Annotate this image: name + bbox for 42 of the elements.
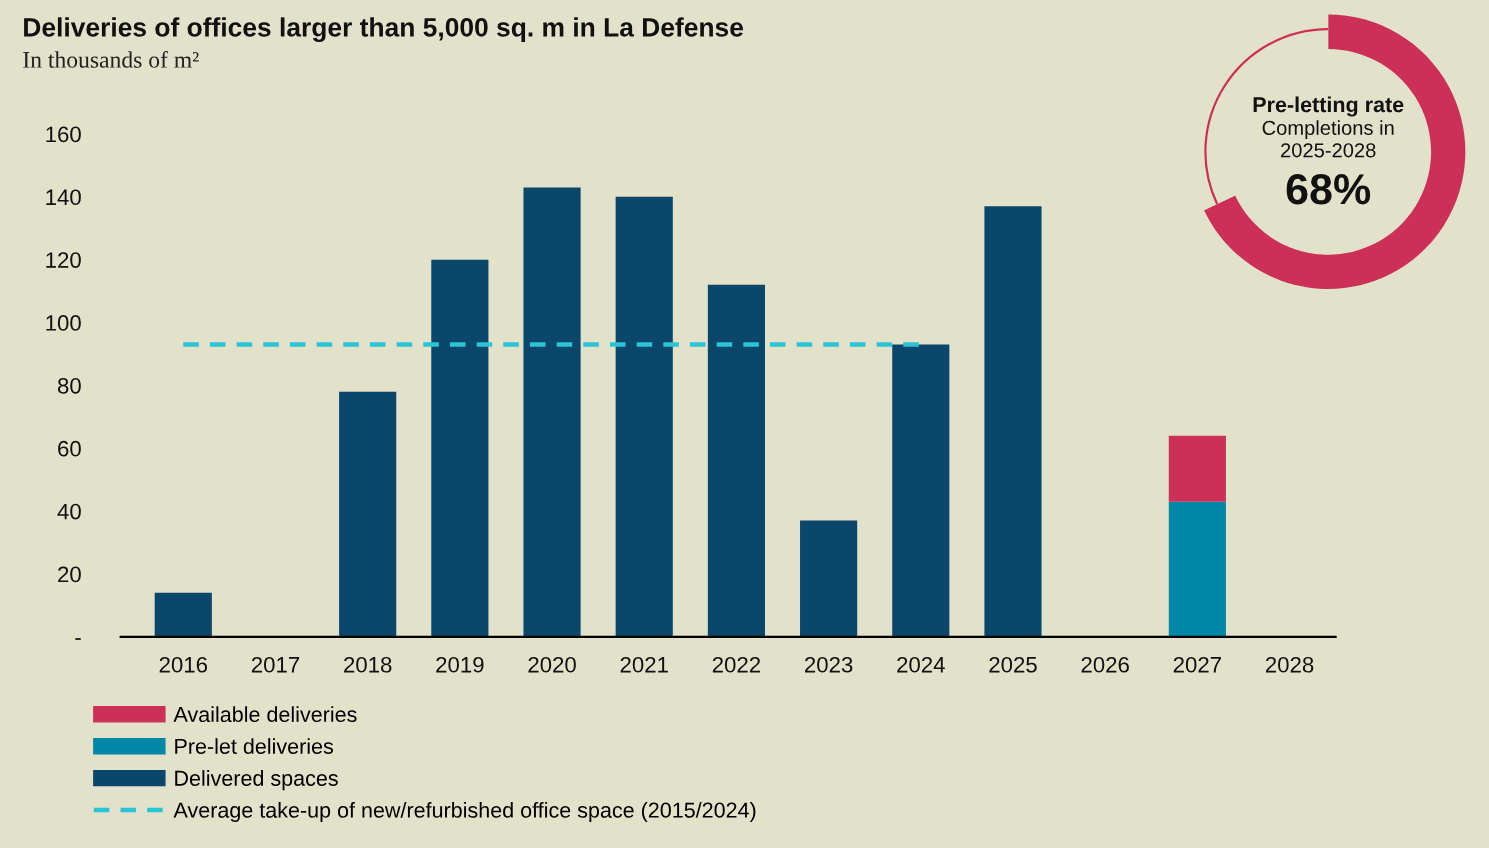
x-tick-label: 2020 (528, 656, 576, 673)
legend-label: Average take-up of new/refurbished office space (2015/2024) (173, 801, 756, 823)
bar (800, 520, 858, 637)
y-tick-label: 80 (57, 377, 81, 394)
legend-label: Pre-let deliveries (175, 738, 334, 754)
bar (984, 206, 1042, 637)
bar (523, 187, 581, 637)
bar (1168, 435, 1226, 502)
x-tick-label: 2019 (436, 656, 484, 673)
x-tick-label: 2024 (897, 656, 945, 673)
x-tick-label: 2025 (989, 656, 1037, 673)
y-tick-label: 40 (57, 503, 81, 520)
y-tick-label: 20 (58, 566, 81, 583)
y-tick-label: 100 (46, 315, 81, 331)
bar (1168, 501, 1226, 637)
x-tick-label: 2021 (620, 656, 668, 673)
x-tick-label: 2028 (1265, 656, 1314, 673)
data-label: 68% (1286, 174, 1371, 205)
y-tick-label: 140 (46, 189, 81, 206)
y-tick-label: 120 (46, 252, 81, 268)
x-tick-label: 2026 (1081, 656, 1129, 673)
x-tick-label: 2016 (159, 656, 208, 673)
legend-label: Available deliveries (173, 706, 357, 723)
bar (431, 259, 489, 637)
y-tick-label: 60 (58, 440, 81, 457)
bar (154, 592, 212, 637)
chart-subtitle: In thousands of m² (23, 50, 199, 68)
y-tick-label: 160 (46, 126, 81, 143)
bar (615, 196, 673, 637)
legend-label: Delivered spaces (175, 770, 338, 791)
x-tick-label: 2017 (251, 656, 300, 673)
text: Completions in 2025-2028 (1262, 120, 1394, 158)
bar (892, 344, 950, 637)
chart-title: Deliveries of offices larger than 5,000 sq. m in La Defense (24, 17, 744, 43)
text: Pre-letting rate (1253, 96, 1404, 117)
x-tick-label: 2027 (1173, 656, 1221, 673)
bar (707, 284, 765, 637)
y-tick-label: - (75, 638, 81, 640)
x-tick-label: 2018 (344, 656, 392, 673)
x-tick-label: 2023 (805, 656, 853, 673)
x-tick-label: 2022 (712, 656, 761, 673)
bar (339, 391, 397, 637)
